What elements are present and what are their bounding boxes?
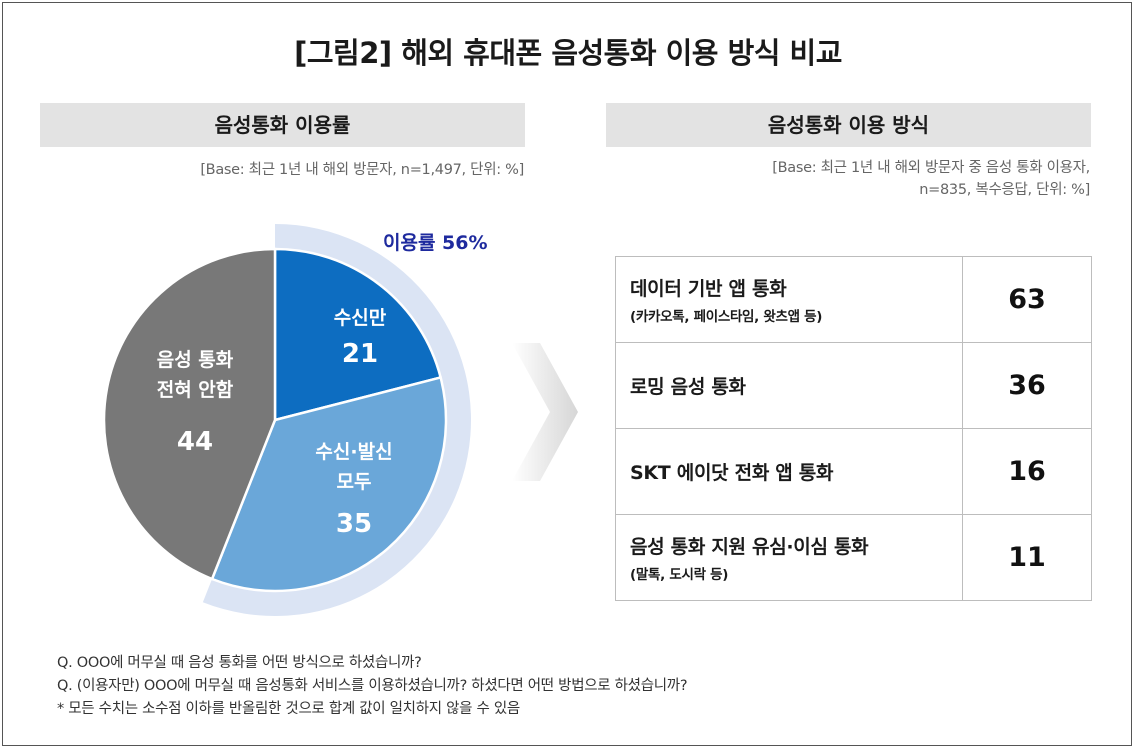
slice-label-none: 음성 통화 전혀 안함 44 [135, 345, 255, 457]
method-label-cell: 음성 통화 지원 유심·이심 통화 (말톡, 도시락 등) [615, 514, 963, 601]
method-value: 16 [962, 428, 1092, 515]
footnote-rounding-note: * 모든 수치는 소수점 이하를 반올림한 것으로 합계 값이 일치하지 않을 … [57, 701, 520, 717]
footnote-question-2: Q. (이용자만) OOO에 머무실 때 음성통화 서비스를 이용하셨습니까? … [57, 678, 688, 694]
slice-label-both: 수신·발신 모두 35 [294, 437, 414, 539]
method-label: 음성 통화 지원 유심·이심 통화 [630, 536, 869, 558]
usage-rate-base-note: [Base: 최근 1년 내 해외 방문자, n=1,497, 단위: %] [200, 162, 524, 178]
slice-name: 수신만 [333, 307, 387, 329]
table-row: 로밍 음성 통화 36 [615, 342, 1092, 429]
slice-name-line2: 전혀 안함 [156, 379, 234, 401]
method-sublabel: (카카오톡, 페이스타임, 왓츠앱 등) [630, 309, 823, 325]
footnote-question-1: Q. OOO에 머무실 때 음성 통화를 어떤 방식으로 하셨습니까? [57, 655, 422, 671]
usage-method-header: 음성통화 이용 방식 [606, 103, 1091, 147]
method-label: 로밍 음성 통화 [630, 376, 746, 398]
method-value: 63 [962, 256, 1092, 343]
usage-rate-label: 이용률 56% [383, 232, 488, 254]
usage-method-base-note-line2: n=835, 복수응답, 단위: %] [919, 182, 1090, 198]
slice-value: 21 [341, 339, 379, 369]
figure-title: [그림2] 해외 휴대폰 음성통화 이용 방식 비교 [294, 36, 842, 70]
slice-value: 44 [176, 427, 214, 457]
usage-method-base-note-line1: [Base: 최근 1년 내 해외 방문자 중 음성 통화 이용자, [772, 160, 1090, 176]
method-value: 36 [962, 342, 1092, 429]
method-label-cell: 데이터 기반 앱 통화 (카카오톡, 페이스타임, 왓츠앱 등) [615, 256, 963, 343]
slice-value: 35 [335, 509, 373, 539]
table-row: 데이터 기반 앱 통화 (카카오톡, 페이스타임, 왓츠앱 등) 63 [615, 256, 1092, 343]
method-sublabel: (말톡, 도시락 등) [630, 567, 729, 583]
slice-label-receive-only: 수신만 21 [300, 303, 420, 369]
usage-rate-header: 음성통화 이용률 [40, 103, 525, 147]
slice-name: 음성 통화 [156, 349, 234, 371]
slice-name-line2: 모두 [336, 471, 372, 493]
table-row: SKT 에이닷 전화 앱 통화 16 [615, 428, 1092, 515]
slice-name: 수신·발신 [315, 441, 393, 463]
method-value: 11 [962, 514, 1092, 601]
method-label-cell: 로밍 음성 통화 [615, 342, 963, 429]
method-label-cell: SKT 에이닷 전화 앱 통화 [615, 428, 963, 515]
method-label: SKT 에이닷 전화 앱 통화 [630, 462, 834, 484]
method-label: 데이터 기반 앱 통화 [630, 278, 787, 300]
table-row: 음성 통화 지원 유심·이심 통화 (말톡, 도시락 등) 11 [615, 514, 1092, 601]
usage-method-table: 데이터 기반 앱 통화 (카카오톡, 페이스타임, 왓츠앱 등) 63 로밍 음… [615, 256, 1092, 601]
